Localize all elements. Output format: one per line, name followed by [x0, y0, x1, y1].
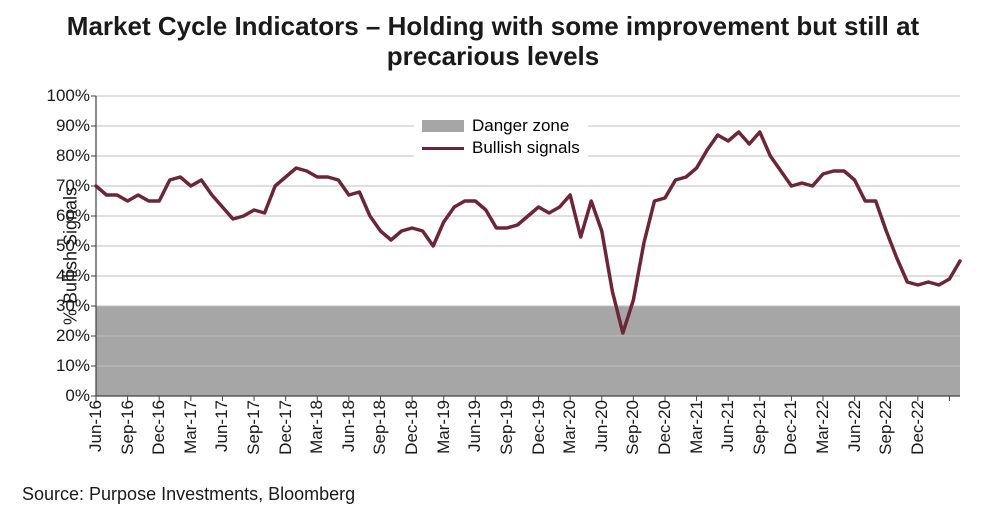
x-tick-label: Jun-16 — [86, 396, 106, 452]
y-tick-label: 10% — [56, 356, 96, 376]
legend-swatch-danger — [422, 120, 464, 132]
x-tick-label: Mar-20 — [560, 396, 580, 454]
x-tick-label: Dec-19 — [529, 396, 549, 455]
y-tick-label: 50% — [56, 236, 96, 256]
x-tick-label: Dec-22 — [908, 396, 928, 455]
legend-item-bullish: Bullish signals — [422, 138, 580, 158]
legend-line-bullish — [422, 147, 464, 150]
x-tick-label: Sep-19 — [497, 396, 517, 455]
y-tick-label: 90% — [56, 116, 96, 136]
y-tick-label: 30% — [56, 296, 96, 316]
legend-label-bullish: Bullish signals — [472, 138, 580, 158]
y-tick-label: 60% — [56, 206, 96, 226]
x-tick-label: Jun-20 — [592, 396, 612, 452]
y-tick-label: 100% — [47, 86, 96, 106]
x-tick-label: Jun-18 — [339, 396, 359, 452]
x-tick-label: Jun-21 — [718, 396, 738, 452]
x-tick-label: Mar-18 — [307, 396, 327, 454]
source-text: Source: Purpose Investments, Bloomberg — [22, 484, 355, 505]
y-tick-label: 70% — [56, 176, 96, 196]
x-tick-label: Sep-18 — [370, 396, 390, 455]
x-tick-label: Mar-17 — [181, 396, 201, 454]
y-tick-label: 40% — [56, 266, 96, 286]
x-tick-label: Jun-22 — [845, 396, 865, 452]
legend-item-danger-zone: Danger zone — [422, 116, 580, 136]
legend: Danger zone Bullish signals — [414, 110, 588, 164]
x-tick-label: Sep-22 — [876, 396, 896, 455]
x-tick-label: Mar-22 — [813, 396, 833, 454]
x-tick-label: Jun-19 — [465, 396, 485, 452]
x-tick-label: Dec-18 — [402, 396, 422, 455]
x-tick-label: Sep-21 — [750, 396, 770, 455]
x-tick-label: Sep-17 — [244, 396, 264, 455]
x-tick-label: Mar-21 — [687, 396, 707, 454]
y-tick-label: 20% — [56, 326, 96, 346]
x-tick-label: Dec-20 — [655, 396, 675, 455]
x-tick-label: Dec-16 — [149, 396, 169, 455]
chart-title: Market Cycle Indicators – Holding with s… — [0, 0, 986, 76]
x-tick-label: Sep-16 — [118, 396, 138, 455]
x-tick-label: Sep-20 — [623, 396, 643, 455]
legend-label-danger: Danger zone — [472, 116, 569, 136]
x-tick-label: Jun-17 — [212, 396, 232, 452]
x-tick-label: Dec-17 — [276, 396, 296, 455]
x-tick-label: Mar-19 — [434, 396, 454, 454]
x-tick-label: Dec-21 — [781, 396, 801, 455]
chart-container: Market Cycle Indicators – Holding with s… — [0, 0, 986, 511]
y-tick-label: 80% — [56, 146, 96, 166]
